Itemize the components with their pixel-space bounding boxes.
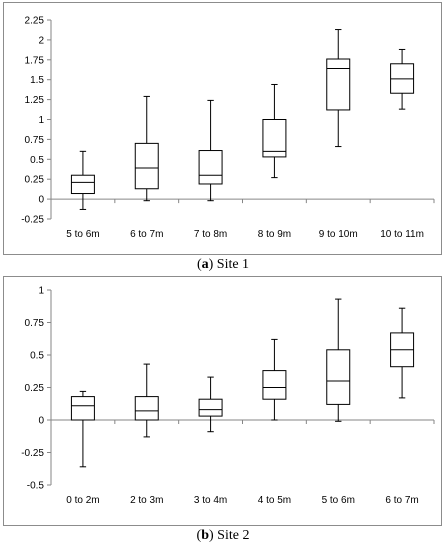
y-tick-label: 1 (38, 286, 44, 297)
iqr-box (326, 349, 351, 405)
box-3 (198, 376, 223, 433)
y-tick-label: 0.25 (25, 175, 45, 186)
iqr-box (262, 119, 287, 158)
x-category-label: 0 to 2m (66, 495, 99, 506)
x-category-label: 4 to 5m (258, 495, 291, 506)
x-category-label: 3 to 4m (194, 495, 227, 506)
iqr-box (134, 396, 159, 421)
x-category-label: 6 to 7m (130, 229, 163, 240)
iqr-box (262, 370, 287, 400)
box-4 (262, 83, 287, 179)
y-tick-label: 0.5 (30, 351, 44, 362)
caption-letter: b (201, 528, 209, 543)
box-3 (198, 99, 223, 202)
x-category-label: 6 to 7m (385, 495, 418, 506)
iqr-box (198, 398, 223, 417)
box-2 (134, 363, 159, 438)
x-category-label: 5 to 6m (66, 229, 99, 240)
x-category-label: 7 to 8m (194, 229, 227, 240)
caption-letter: a (201, 257, 209, 272)
y-tick-label: 1 (38, 115, 44, 126)
box-2 (134, 95, 159, 202)
y-tick-label: 1.25 (25, 95, 45, 106)
y-tick-label: -0.5 (27, 481, 45, 492)
boxplot-site-1: -0.25 0 0.25 0.5 0.75 1 1.25 1.5 1.75 2 2.25 5 to 6… (21, 16, 435, 240)
caption-site-1: (a) Site 1 (196, 257, 250, 272)
caption-site-2: (b) Site 2 (196, 528, 250, 543)
iqr-box (326, 58, 351, 111)
x-category-label: 8 to 9m (258, 229, 291, 240)
y-tick-label: 0.5 (30, 155, 44, 166)
x-category-label: 10 to 11m (380, 229, 424, 240)
x-category-label: 2 to 3m (130, 495, 163, 506)
iqr-box (198, 150, 223, 185)
y-tick-label: 0 (38, 195, 44, 206)
y-tick-label: 0.75 (25, 135, 45, 146)
y-tick-label: 0 (38, 416, 44, 427)
x-category-label: 5 to 6m (322, 495, 355, 506)
caption-text: Site 2 (217, 528, 250, 543)
box-1 (70, 390, 95, 468)
y-tick-label: 0.75 (25, 318, 45, 329)
iqr-box (134, 142, 159, 190)
box-4 (262, 338, 287, 421)
box-6 (390, 307, 415, 399)
caption-text: Site 1 (216, 257, 250, 272)
box-6 (390, 48, 415, 110)
box-5 (326, 298, 351, 422)
y-tick-label: -0.25 (21, 448, 44, 459)
box-5 (326, 29, 351, 148)
box-1 (70, 150, 95, 210)
chart-panel-site-1: -0.25 0 0.25 0.5 0.75 1 1.25 1.5 1.75 2 2.25 5 to 6… (3, 2, 442, 255)
y-tick-label: -0.25 (21, 215, 44, 226)
y-tick-label: 0.25 (25, 383, 45, 394)
y-tick-label: 1.5 (30, 75, 44, 86)
y-tick-label: 1.75 (25, 55, 45, 66)
chart-panel-site-2: -0.5 -0.25 0 0.25 0.5 0.75 1 0 to 2m 2 to 3m 3 to… (3, 276, 442, 526)
iqr-box (70, 396, 95, 421)
boxplot-site-2: -0.5 -0.25 0 0.25 0.5 0.75 1 0 to 2m 2 to 3m 3 to… (21, 286, 435, 506)
y-tick-label: 2 (38, 35, 44, 46)
y-tick-label: 2.25 (25, 16, 45, 27)
iqr-box (70, 174, 95, 195)
x-category-label: 9 to 10m (319, 229, 358, 240)
